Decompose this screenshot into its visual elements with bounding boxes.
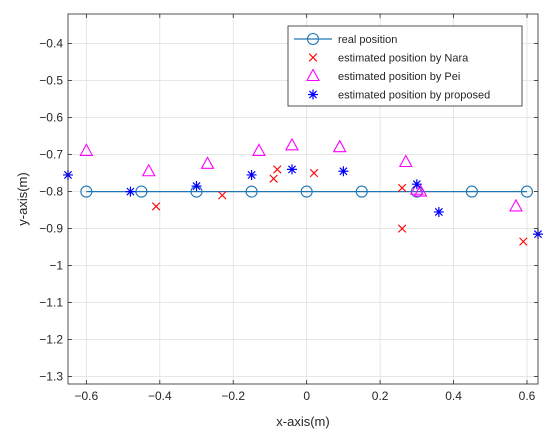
data-point-x (269, 174, 278, 183)
x-tick-label: −0.2 (221, 389, 245, 403)
data-point-triangle (509, 198, 523, 212)
data-point-circle (520, 185, 534, 198)
data-point-star (433, 206, 444, 217)
y-tick-label: −0.8 (39, 185, 63, 199)
data-point-circle (300, 185, 313, 198)
data-markers (63, 137, 543, 246)
data-point-triangle (252, 143, 266, 156)
data-point-star (191, 181, 202, 192)
x-tick-label: 0.2 (372, 389, 389, 403)
data-point-star (286, 164, 297, 175)
data-point-triangle (79, 143, 94, 156)
data-point-x (273, 165, 282, 174)
data-point-x (397, 183, 407, 193)
y-tick-label: −1.3 (39, 370, 63, 384)
data-point-star (338, 166, 349, 177)
data-point-triangle (285, 137, 299, 151)
legend-label: estimated position by Pei (338, 71, 460, 83)
data-point-x (309, 168, 319, 178)
x-tick-label: −0.4 (148, 389, 172, 403)
legend-label: estimated position by Nara (338, 53, 469, 65)
y-axis-label: y-axis(m) (15, 172, 30, 225)
data-point-circle (80, 185, 93, 198)
y-tick-label: −1 (49, 259, 63, 273)
x-tick-label: 0.4 (445, 389, 462, 403)
y-tick-label: −0.6 (39, 111, 63, 125)
x-axis-label: x-axis(m) (276, 414, 329, 429)
axes-box (67, 13, 539, 385)
data-point-x (397, 224, 407, 233)
legend-marker-star (308, 89, 318, 100)
x-tick-label: 0.6 (519, 389, 536, 403)
data-point-star (411, 179, 422, 190)
data-point-x (519, 237, 528, 246)
data-point-triangle (200, 156, 215, 169)
data-point-x (151, 202, 161, 211)
data-point-star (125, 186, 136, 197)
legend-marker-circle (306, 32, 320, 46)
data-point-triangle (398, 154, 413, 168)
data-point-triangle (409, 182, 424, 195)
y-tick-label: −1.2 (39, 333, 63, 347)
legend-label: estimated position by proposed (338, 90, 490, 102)
data-point-triangle (413, 183, 428, 197)
y-tick-label: −1.1 (39, 296, 63, 310)
data-point-triangle (141, 163, 156, 177)
axis-ticks: −0.6 −0.4 −0.2 0 0.2 0.4 0.6 −0.4 −0.5 −0.6 −0.7 −0… (39, 14, 538, 403)
x-tick-label: 0 (303, 389, 310, 403)
legend-marker-triangle (306, 68, 320, 82)
x-tick-label: −0.6 (75, 389, 99, 403)
y-tick-label: −0.7 (39, 148, 63, 162)
data-point-circle (355, 185, 368, 198)
y-tick-label: −0.4 (39, 37, 63, 51)
data-point-x (218, 191, 227, 200)
legend-marker-x (308, 53, 318, 62)
y-tick-label: −0.9 (39, 222, 63, 236)
data-point-star (246, 169, 257, 180)
legend: real position estimated position by Nara e… (287, 25, 523, 107)
data-point-circle (135, 185, 148, 198)
y-tick-label: −0.5 (39, 74, 63, 88)
legend-label: real position (338, 34, 397, 46)
data-point-circle (245, 185, 258, 198)
data-point-circle (465, 185, 478, 198)
data-point-triangle (332, 139, 347, 153)
